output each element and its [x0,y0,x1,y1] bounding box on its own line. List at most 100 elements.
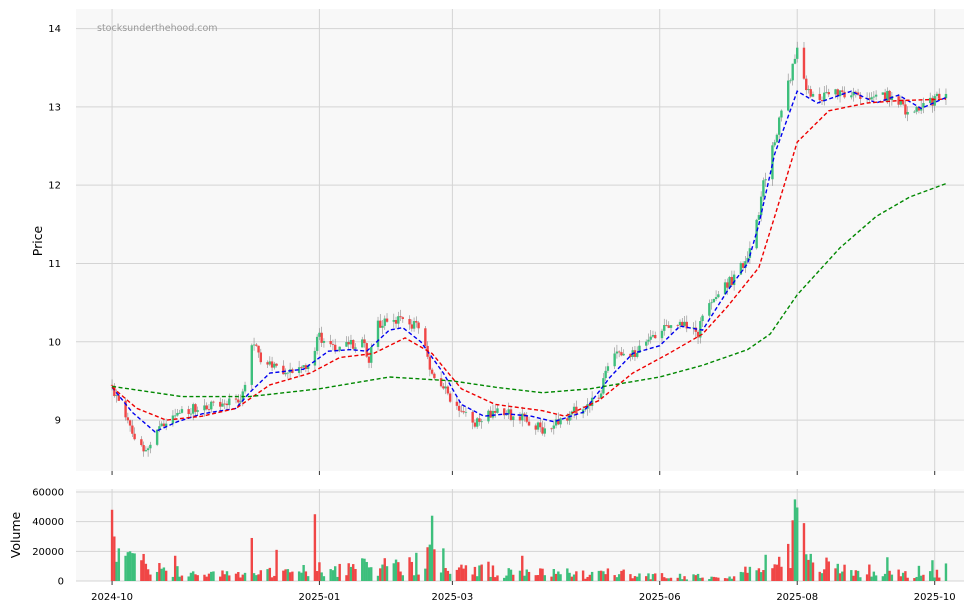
volume-bar [789,568,792,581]
candle-body [759,196,763,216]
volume-bar [255,575,258,581]
candle-body [291,369,294,373]
volume-bar [796,507,799,581]
candle-body [370,346,373,363]
volume-bar [757,568,761,581]
candle-body [417,322,420,329]
volume-bar [739,571,743,581]
candle-body [683,321,686,326]
candle-body [408,318,411,325]
candle-body [155,429,159,445]
volume-bar [329,569,332,581]
volume-bar [559,574,562,581]
volume-bar [581,570,585,581]
volume-bar [381,564,384,581]
volume-bar [676,577,679,581]
volume-bar [471,574,474,581]
volume-bar [521,555,524,581]
candle-body [113,385,116,396]
volume-bar [841,571,844,581]
volume-bar [408,557,411,581]
candle-body [796,47,799,59]
candle-body [379,320,382,328]
moving-average-line [111,182,947,398]
volume-bar [203,574,206,581]
price-panel-background [76,9,964,471]
volume-bar [944,563,948,581]
volume-bar [764,554,767,581]
volume-bar [252,573,256,581]
volume-bar [370,567,373,581]
candle-body [399,316,402,318]
candle-body [667,325,670,328]
candle-body [376,320,380,347]
volume-bar [234,573,238,581]
volume-bar [696,573,700,581]
candle-body [471,411,474,423]
candle-body [525,416,528,422]
volume-bar [917,565,921,581]
candle-body [191,404,195,414]
volume-bar [843,564,846,581]
candle-body [886,90,889,102]
candle-body [178,412,181,414]
candle-body [850,95,853,98]
volume-bar [475,576,479,581]
volume-bar [683,576,686,581]
volume-bar [723,578,727,581]
candle-body [606,366,610,371]
candle-body [162,423,166,427]
candle-body [397,316,400,324]
candle-body [460,410,463,412]
volume-bar [155,571,159,581]
volume-bar [392,563,395,581]
volume-bar [590,571,594,581]
volume-bar [584,578,587,581]
volume-bar [347,563,350,581]
volume-bar [243,572,247,581]
candle-body [773,142,776,146]
volume-bar [708,579,711,581]
candle-body [944,93,948,99]
volume-bar [527,571,531,581]
candle-body [728,276,731,288]
candle-body [714,297,718,299]
candle-body [834,89,837,95]
volume-bar [787,543,790,581]
volume-bar [412,575,416,581]
volume-bar [904,571,907,581]
volume-bar [354,568,357,581]
volume-bar [270,577,274,581]
candle-body [304,365,308,369]
volume-bar [746,572,749,581]
candle-body [566,418,569,421]
volume-bar [189,572,193,581]
volume-bar [615,577,619,581]
volume-bar [273,575,276,581]
candle-body [455,401,459,406]
volume-bar [901,572,905,581]
candle-body [144,450,148,452]
candle-body [922,103,925,108]
volume-bar [133,553,136,581]
volume-bar [859,577,862,581]
volume-bar [367,567,371,581]
candle-body [252,344,256,346]
candle-body [883,92,887,102]
volume-bar [318,562,321,581]
volume-bar [505,575,508,581]
volume-bar [336,576,339,581]
volume-bar [755,570,758,581]
candle-body [809,89,812,97]
candle-body [917,106,921,111]
candle-body [221,403,224,407]
volume-bar [446,570,450,581]
candle-body [717,294,720,298]
candle-body [550,428,553,430]
volume-bar [187,576,190,581]
candle-body [649,336,652,340]
candle-body [300,367,303,369]
candle-body [665,325,668,326]
volume-bar [897,569,900,581]
candle-body [654,335,657,339]
